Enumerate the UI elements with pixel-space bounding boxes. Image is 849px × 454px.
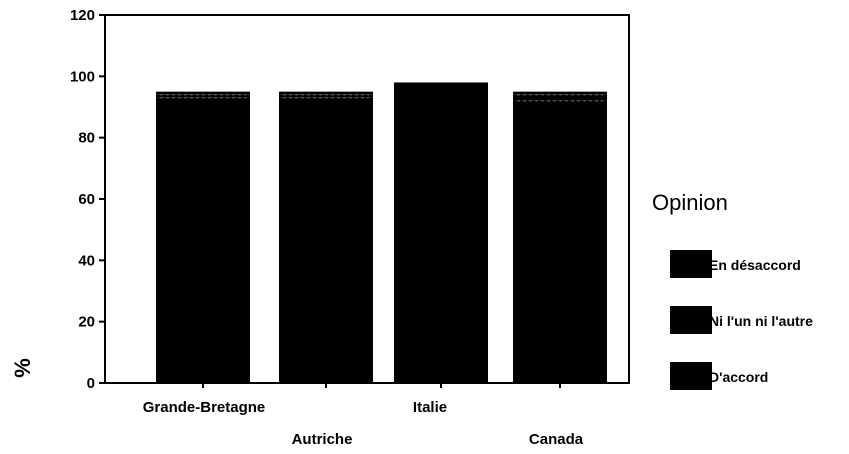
legend-entry-label: Ni l'un ni l'autre [709,313,813,329]
x-tick-label: Autriche [292,431,353,448]
bar [513,100,607,383]
y-tick-label: 60 [78,191,95,208]
y-tick-label: 120 [70,7,95,24]
bar [279,97,373,384]
bar [513,94,607,101]
x-tick-label: Grande-Bretagne [143,399,266,416]
bar [513,91,607,95]
x-tick-label: Canada [529,431,584,448]
legend-swatch [670,362,712,390]
y-tick-label: 20 [78,314,95,331]
legend-swatch [670,250,712,278]
legend-title: Opinion [652,190,728,215]
y-tick-label: 100 [70,68,95,85]
bar [156,91,250,95]
y-axis-label: % [10,358,35,378]
y-tick-label: 0 [87,375,95,392]
legend-entry-label: En désaccord [709,257,801,273]
bar [279,94,373,98]
bar [394,82,488,383]
y-tick-label: 40 [78,252,95,269]
legend-entry-label: D'accord [709,369,768,385]
legend: Opinion En désaccord Ni l'un ni l'autre D'… [652,190,813,390]
y-tick-label: 80 [78,130,95,147]
legend-swatch [670,306,712,334]
bar [279,91,373,95]
bar [156,94,250,98]
x-tick-label: Italie [413,399,447,416]
bar [156,97,250,384]
plot-area: 0 20 40 60 80 100 120 Grande-Bretagne Autriche It… [70,7,630,448]
